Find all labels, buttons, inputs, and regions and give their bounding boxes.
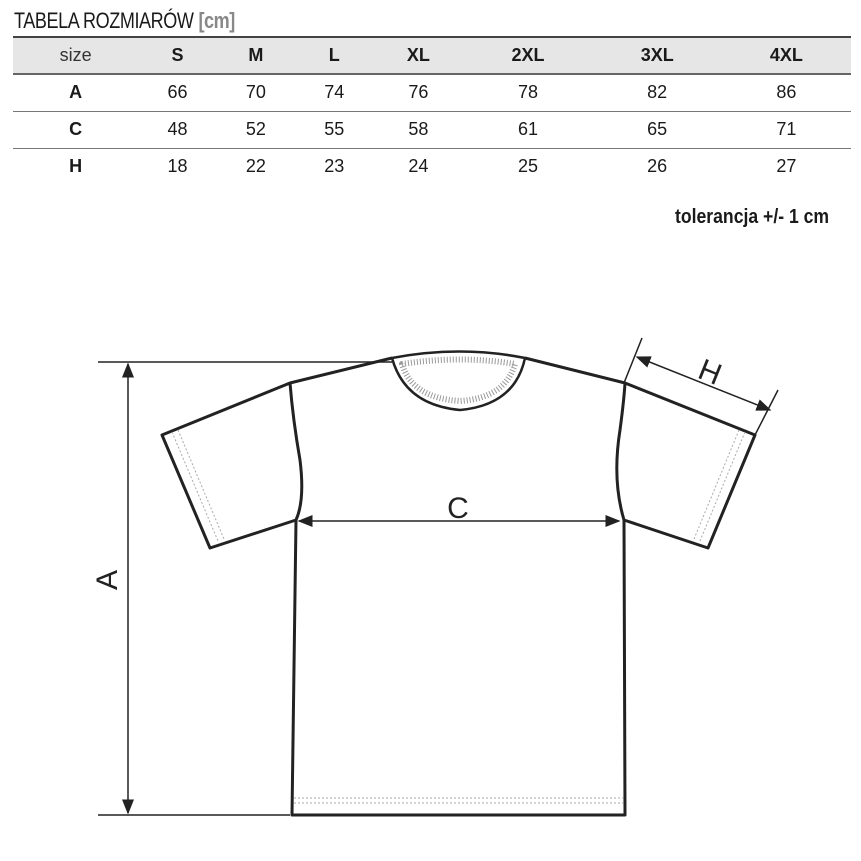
- label-c: C: [447, 492, 469, 525]
- table-row: A 66 70 74 76 78 82 86: [13, 74, 851, 111]
- tshirt-outline: [160, 356, 757, 817]
- table-cell: 23: [324, 156, 345, 177]
- header-cell: 4XL: [769, 45, 803, 65]
- table-cell: 48: [167, 119, 188, 139]
- table-cell: 26: [647, 156, 668, 177]
- header-cell: L: [328, 45, 340, 65]
- chart-title: TABELA ROZMIARÓW [cm]: [14, 8, 235, 34]
- table-cell: 58: [408, 119, 429, 139]
- dimension-lines: [98, 337, 779, 816]
- table-cell: 82: [647, 82, 668, 103]
- table-cell: 71: [776, 119, 797, 139]
- table-cell: 70: [245, 82, 266, 103]
- table-cell: 74: [324, 82, 345, 103]
- header-cell: XL: [406, 45, 430, 65]
- dimension-h: [635, 356, 772, 411]
- header-cell: 3XL: [640, 45, 674, 65]
- collar: [390, 350, 527, 412]
- header-row: size S M L XL 2XL 3XL 4XL: [13, 37, 851, 74]
- title-text: TABELA ROZMIARÓW: [14, 8, 194, 33]
- table-cell: 78: [518, 82, 539, 103]
- table-cell: 27: [776, 156, 797, 177]
- header-cell: M: [248, 45, 264, 65]
- table-cell: 76: [408, 82, 429, 103]
- header-cell: S: [171, 45, 184, 65]
- label-a: A: [91, 570, 124, 590]
- label-h: H: [694, 353, 726, 392]
- size-table: size S M L XL 2XL 3XL 4XL A 66 70 74 76 78 82 8…: [13, 36, 851, 185]
- header-cell: 2XL: [511, 45, 545, 65]
- unit-label: [cm]: [198, 8, 235, 33]
- table-cell: 66: [167, 82, 188, 103]
- table-cell: 22: [245, 156, 266, 177]
- table-cell: 52: [245, 119, 266, 139]
- table-row: C 48 52 55 58 61 65 71: [13, 111, 851, 148]
- table-cell: 18: [167, 156, 188, 177]
- tolerance-note: tolerancja +/- 1 cm: [674, 206, 829, 228]
- header-cell: size: [59, 45, 92, 65]
- table-cell: 25: [518, 156, 539, 177]
- table-cell: 55: [324, 119, 345, 139]
- row-label: H: [69, 156, 83, 177]
- table-row: H 18 22 23 24 25 26 27: [13, 148, 851, 185]
- row-label: A: [69, 82, 83, 103]
- table-cell: 65: [647, 119, 668, 139]
- table-cell: 61: [518, 119, 539, 139]
- row-label: C: [69, 119, 83, 139]
- table-cell: 24: [408, 156, 429, 177]
- table-cell: 86: [776, 82, 797, 103]
